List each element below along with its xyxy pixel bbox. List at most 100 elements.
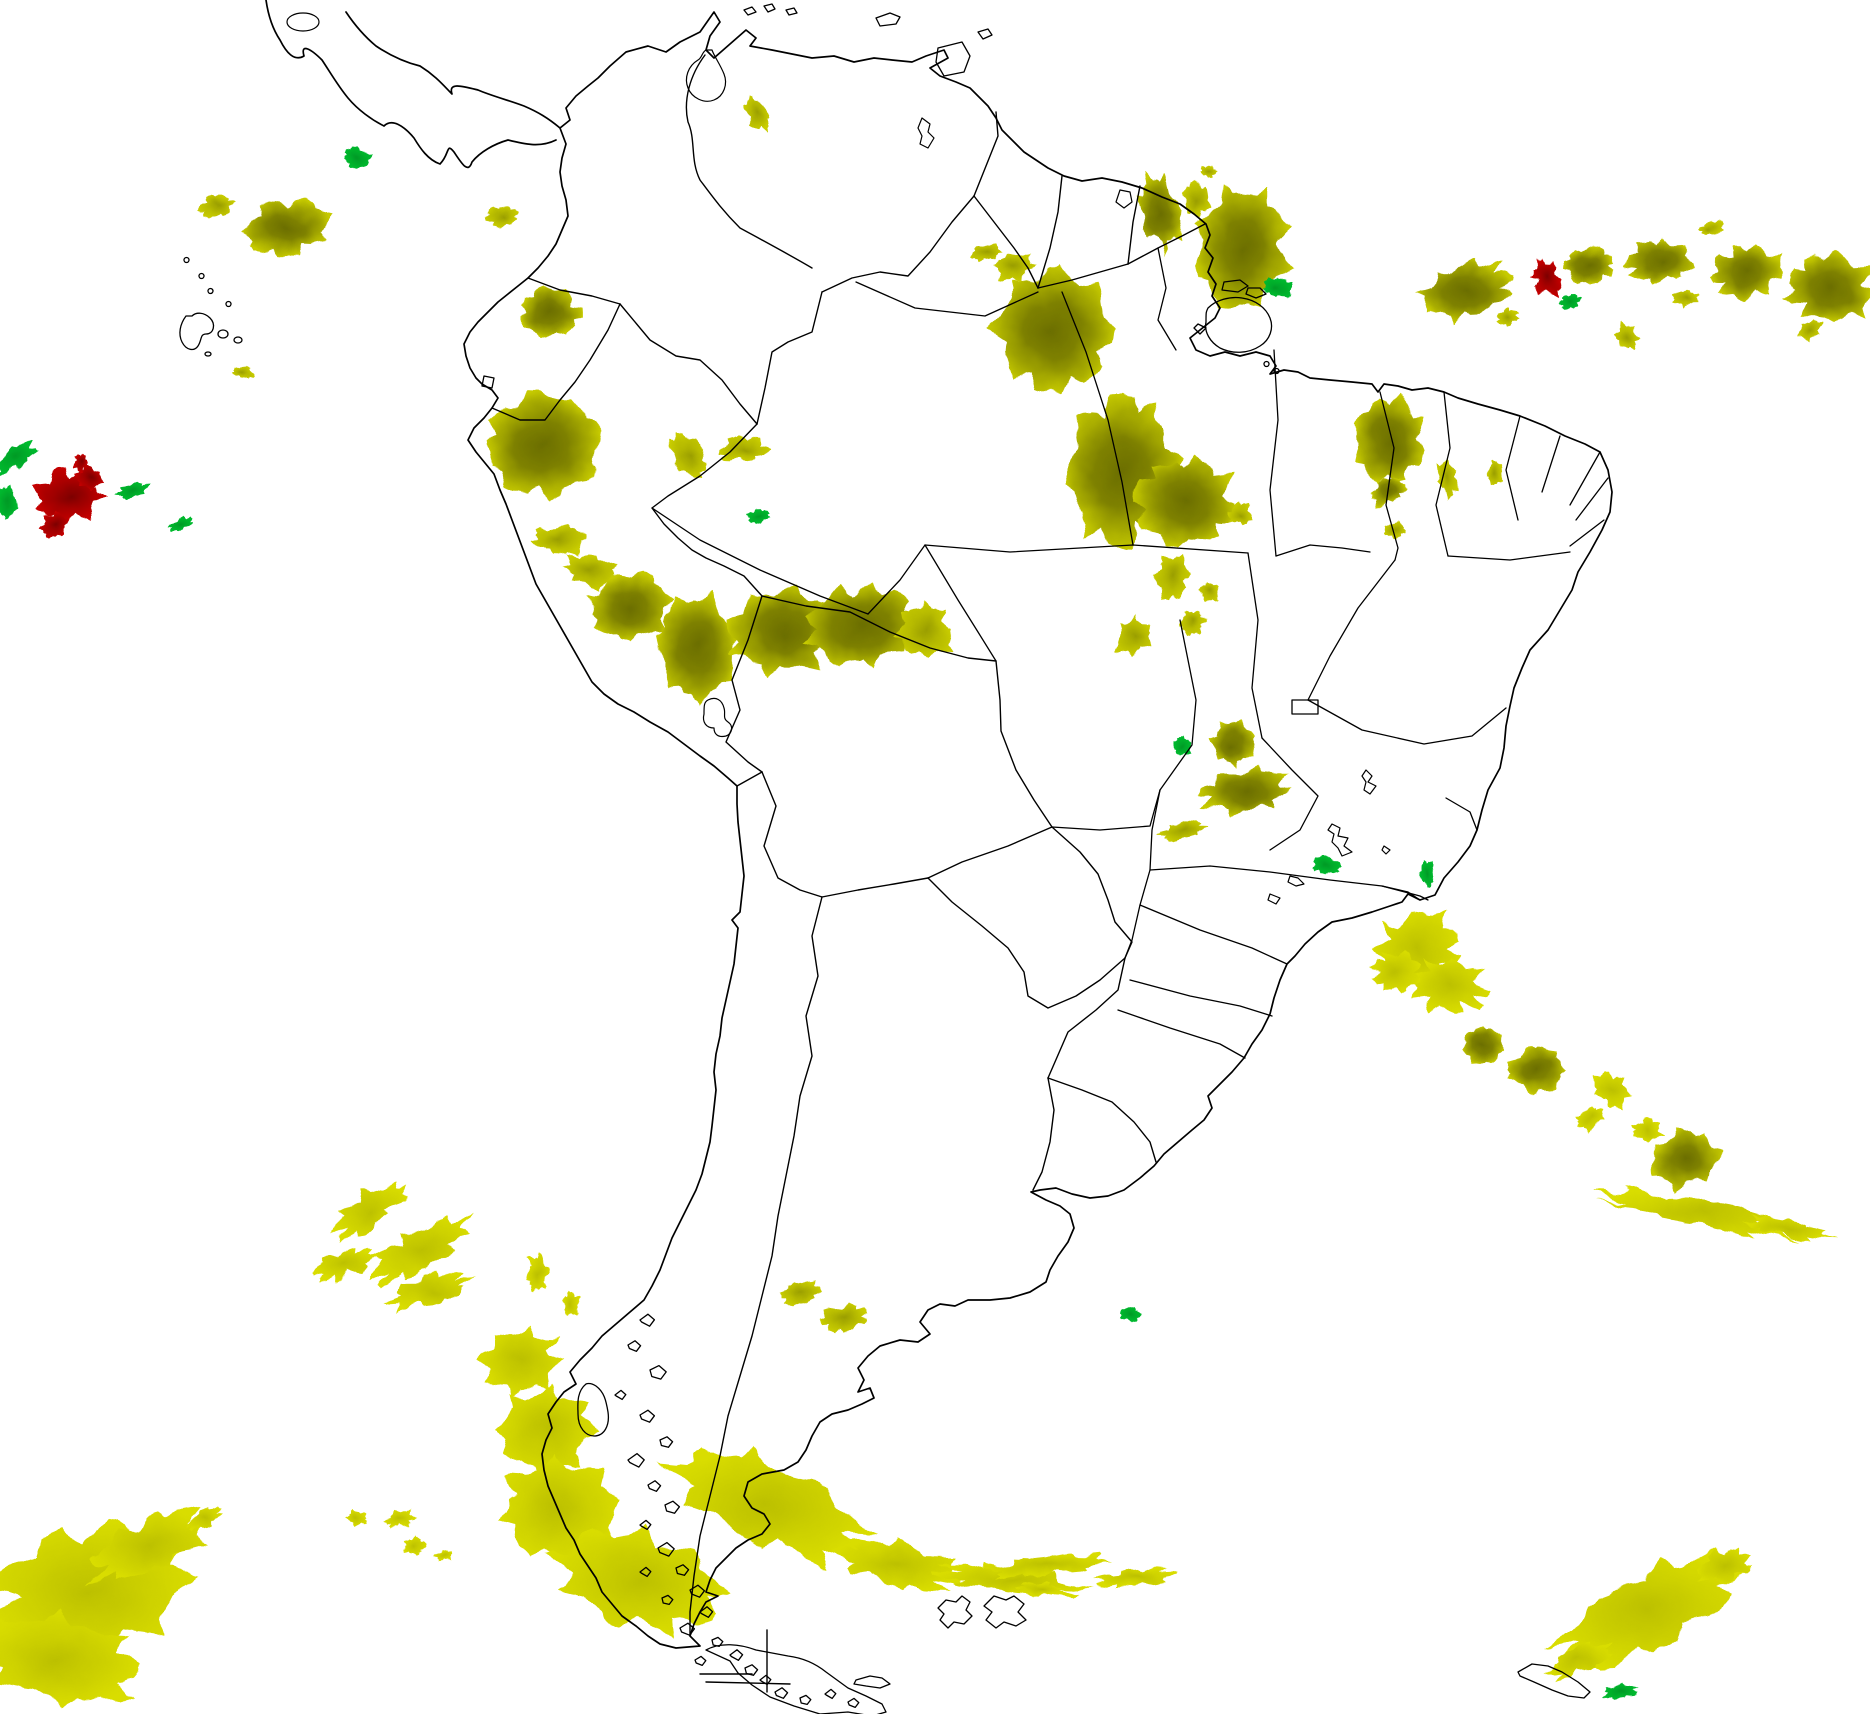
island-trinidad bbox=[935, 41, 971, 77]
cell-green bbox=[1263, 278, 1290, 300]
cloud-cell-olive bbox=[1369, 480, 1408, 506]
islet-chilean-fjords bbox=[614, 1389, 627, 1401]
cloud-cell-bright-yellow bbox=[561, 1288, 581, 1316]
islet-chilean-fjords bbox=[729, 1649, 744, 1661]
cloud-cell-yellow bbox=[1178, 609, 1209, 634]
state-tocantins-maranhao bbox=[1275, 544, 1371, 557]
state-ne-4 bbox=[1569, 519, 1605, 547]
cell-green bbox=[343, 146, 373, 166]
state-amapa-para bbox=[1157, 247, 1177, 351]
cloud-cell-olive bbox=[239, 199, 333, 256]
cloud-cell-yellow bbox=[671, 432, 705, 480]
border-guyana-suriname bbox=[1037, 175, 1063, 289]
cloud-cell-yellow bbox=[992, 254, 1038, 282]
cloud-cell-yellow bbox=[1196, 582, 1220, 601]
cloud-cell-olive bbox=[1709, 243, 1783, 301]
cloud-cell-bright-yellow bbox=[330, 1179, 408, 1243]
islands-galapagos-small bbox=[204, 329, 243, 357]
lake-nicaragua bbox=[286, 12, 320, 32]
island-guayaquil bbox=[481, 375, 495, 389]
state-sp-parana bbox=[1139, 904, 1288, 965]
cloud-cell-yellow bbox=[1226, 500, 1254, 524]
islet-chilean-fjords bbox=[647, 1480, 662, 1492]
islet-chilean-fjords bbox=[661, 1594, 674, 1606]
border-frguiana-brazil bbox=[1127, 223, 1206, 265]
state-pernambuco-bahia bbox=[1447, 551, 1571, 561]
islet-chilean-fjords bbox=[847, 1697, 860, 1709]
cloud-cell-bright-yellow bbox=[313, 1246, 380, 1284]
border-peru-chile bbox=[736, 771, 763, 787]
island-chiloe bbox=[577, 1382, 610, 1437]
border-colombia-peru bbox=[619, 303, 758, 425]
cloud-cell-yellow bbox=[487, 208, 519, 226]
cloud-cell-olive bbox=[1354, 394, 1425, 488]
state-acre-amazonas bbox=[651, 507, 869, 615]
cloud-cell-layer bbox=[0, 94, 1870, 1711]
cloud-cell-bright-yellow bbox=[546, 1524, 732, 1638]
cloud-cell-bright-yellow bbox=[401, 1532, 424, 1557]
islet-chilean-fjords bbox=[649, 1364, 667, 1380]
islands-amazon-delta bbox=[1193, 279, 1280, 375]
state-minas-es bbox=[1445, 797, 1478, 831]
cloud-cell-olive bbox=[1460, 1026, 1506, 1064]
cell-green bbox=[1119, 1306, 1142, 1320]
cloud-cell-olive bbox=[1209, 720, 1257, 768]
state-rondonia-mato-grosso bbox=[924, 544, 997, 662]
cell-green bbox=[0, 440, 39, 478]
cloud-cell-olive bbox=[1417, 260, 1515, 323]
cloud-cell-yellow bbox=[742, 94, 767, 132]
lake-titicaca bbox=[702, 697, 733, 738]
cell-green bbox=[1554, 291, 1582, 310]
cloud-cell-yellow bbox=[1435, 457, 1461, 496]
islands-falkland-east bbox=[983, 1595, 1027, 1629]
cloud-cell-yellow bbox=[1700, 218, 1723, 234]
cloud-cell-yellow bbox=[1116, 611, 1152, 661]
islet-chilean-fjords bbox=[627, 1340, 642, 1352]
state-goias-minas bbox=[1261, 737, 1319, 851]
reservoir-furnas bbox=[1327, 823, 1353, 857]
cloud-cell-bright-yellow bbox=[0, 1609, 141, 1711]
islet-chilean-fjords bbox=[657, 1541, 675, 1557]
state-ms-mt bbox=[1051, 789, 1161, 831]
border-bolivia-paraguay bbox=[927, 826, 1053, 879]
cloud-cell-olive bbox=[990, 266, 1116, 394]
cloud-cell-yellow bbox=[970, 243, 1004, 267]
island-south-georgia bbox=[1517, 1663, 1591, 1699]
cell-green bbox=[112, 480, 149, 501]
cloud-cell-bright-yellow bbox=[1593, 1185, 1808, 1241]
border-ecuador-peru bbox=[491, 303, 621, 421]
cloud-cell-yellow bbox=[1196, 162, 1217, 178]
coastline-central-america-caribbean bbox=[345, 11, 561, 129]
cloud-cell-bright-yellow bbox=[1410, 955, 1491, 1015]
cloud-cell-bright-yellow bbox=[85, 1508, 216, 1583]
cloud-cell-olive bbox=[1783, 252, 1870, 325]
state-goias-mato-grosso bbox=[1159, 619, 1197, 791]
border-suriname-frguiana bbox=[1127, 185, 1141, 265]
cloud-cell-yellow bbox=[1610, 323, 1645, 349]
border-paraguay-brazil bbox=[1051, 826, 1133, 959]
cloud-cell-bright-yellow bbox=[433, 1548, 452, 1562]
border-colombia-brazil bbox=[756, 291, 823, 425]
cell-green bbox=[1173, 736, 1193, 755]
cloud-cell-yellow bbox=[821, 1303, 868, 1333]
state-parana-sc bbox=[1129, 979, 1273, 1017]
cloud-cell-yellow bbox=[561, 552, 617, 590]
state-amazonas-para bbox=[1061, 291, 1134, 546]
cloud-cell-bright-yellow bbox=[1630, 1117, 1661, 1144]
cloud-cell-bright-yellow bbox=[525, 1253, 547, 1294]
cloud-cell-yellow bbox=[716, 436, 769, 463]
cloud-cell-yellow bbox=[1153, 818, 1210, 840]
cell-green bbox=[166, 513, 192, 531]
island-marajo bbox=[1204, 296, 1273, 353]
coastline-south-america bbox=[463, 11, 1613, 1649]
islet-chilean-fjords bbox=[824, 1688, 837, 1700]
cell-green bbox=[1602, 1683, 1640, 1699]
cloud-cell-olive bbox=[1626, 237, 1694, 286]
cell-green bbox=[1419, 857, 1433, 885]
cloud-cell-bright-yellow bbox=[1576, 1106, 1605, 1130]
cloud-cell-olive bbox=[654, 592, 740, 704]
cloud-cell-olive bbox=[800, 582, 925, 672]
state-maranhao-piaui bbox=[1379, 391, 1399, 561]
